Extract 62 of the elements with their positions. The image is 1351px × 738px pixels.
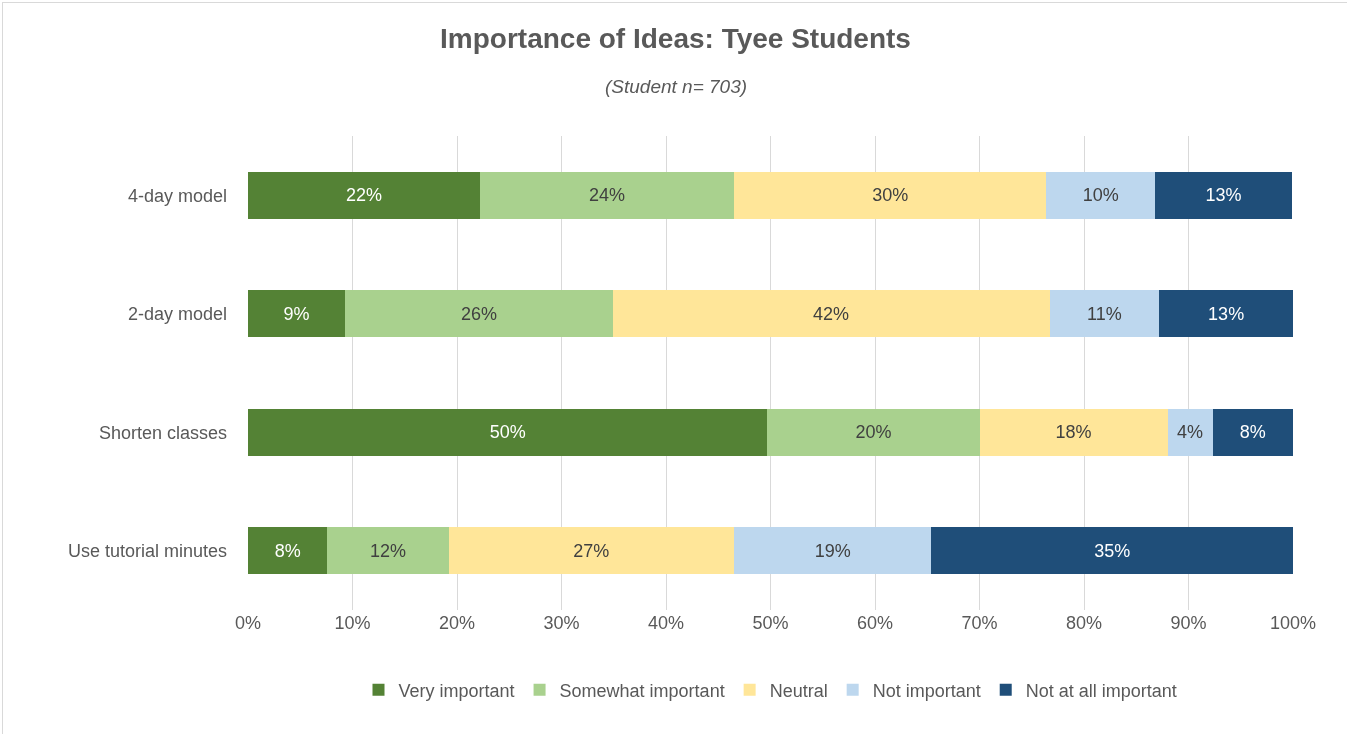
bar <box>248 290 346 338</box>
bar <box>479 171 734 219</box>
bar <box>733 527 932 575</box>
x-tick-label: 60% <box>856 613 894 633</box>
bar <box>448 527 734 575</box>
bar <box>612 290 1050 338</box>
legend-label: Somewhat important <box>559 680 725 701</box>
y-tick-label: Use tutorial minutes <box>67 541 227 562</box>
data-label: 8% <box>274 540 301 561</box>
data-label: 19% <box>814 540 851 561</box>
legend-label: Neutral <box>769 680 828 701</box>
data-label: 11% <box>1087 303 1122 324</box>
data-label: 9% <box>283 303 310 324</box>
x-tick-label: 20% <box>438 613 476 633</box>
bar <box>248 171 480 219</box>
data-label: 50% <box>489 422 526 443</box>
x-tick-label: 70% <box>961 613 998 633</box>
chart-title: Importance of Ideas: Tyee Students <box>440 23 911 55</box>
data-label: 10% <box>1082 185 1119 206</box>
legend-label: Not at all important <box>1025 680 1177 701</box>
bar <box>248 527 328 575</box>
x-tick-label: 0% <box>234 613 262 633</box>
bar <box>1155 171 1292 219</box>
data-label: 12% <box>370 540 407 561</box>
x-tick-label: 10% <box>334 613 371 633</box>
data-label: 13% <box>1205 185 1242 206</box>
x-tick-label: 50% <box>752 613 789 633</box>
x-tick-label: 40% <box>647 613 685 633</box>
bar <box>1167 408 1213 456</box>
data-label: 24% <box>588 185 625 206</box>
y-tick-label: Shorten classes <box>98 422 227 443</box>
data-label: 30% <box>872 185 909 206</box>
chart-subtitle: (Student n= 703) <box>605 76 748 97</box>
data-label: 42% <box>813 303 850 324</box>
data-label: 26% <box>460 303 497 324</box>
bar <box>248 408 768 456</box>
bar <box>1212 408 1293 456</box>
data-label: 27% <box>573 540 610 561</box>
x-tick-label: 80% <box>1065 613 1103 633</box>
data-label: 35% <box>1094 540 1131 561</box>
y-tick-label: 2-day model <box>127 304 227 325</box>
bar <box>767 408 980 456</box>
bar <box>979 408 1168 456</box>
bar <box>733 171 1047 219</box>
y-tick-label: 4-day model <box>127 185 227 206</box>
bar <box>1049 290 1160 338</box>
data-label: 8% <box>1239 422 1266 443</box>
bar <box>1046 171 1156 219</box>
legend-label: Not important <box>872 680 981 701</box>
data-label: 4% <box>1177 422 1204 443</box>
x-tick-label: 30% <box>543 613 580 633</box>
data-label: 22% <box>345 185 383 206</box>
x-tick-label: 90% <box>1170 613 1207 633</box>
bar <box>1159 290 1293 338</box>
data-label: 18% <box>1055 422 1092 443</box>
x-tick-label: 100% <box>1269 613 1317 633</box>
legend-label: Very important <box>398 680 515 701</box>
bar <box>327 527 449 575</box>
data-label: 20% <box>855 422 892 443</box>
data-label: 13% <box>1208 303 1245 324</box>
bar <box>931 527 1293 575</box>
bar <box>345 290 613 338</box>
